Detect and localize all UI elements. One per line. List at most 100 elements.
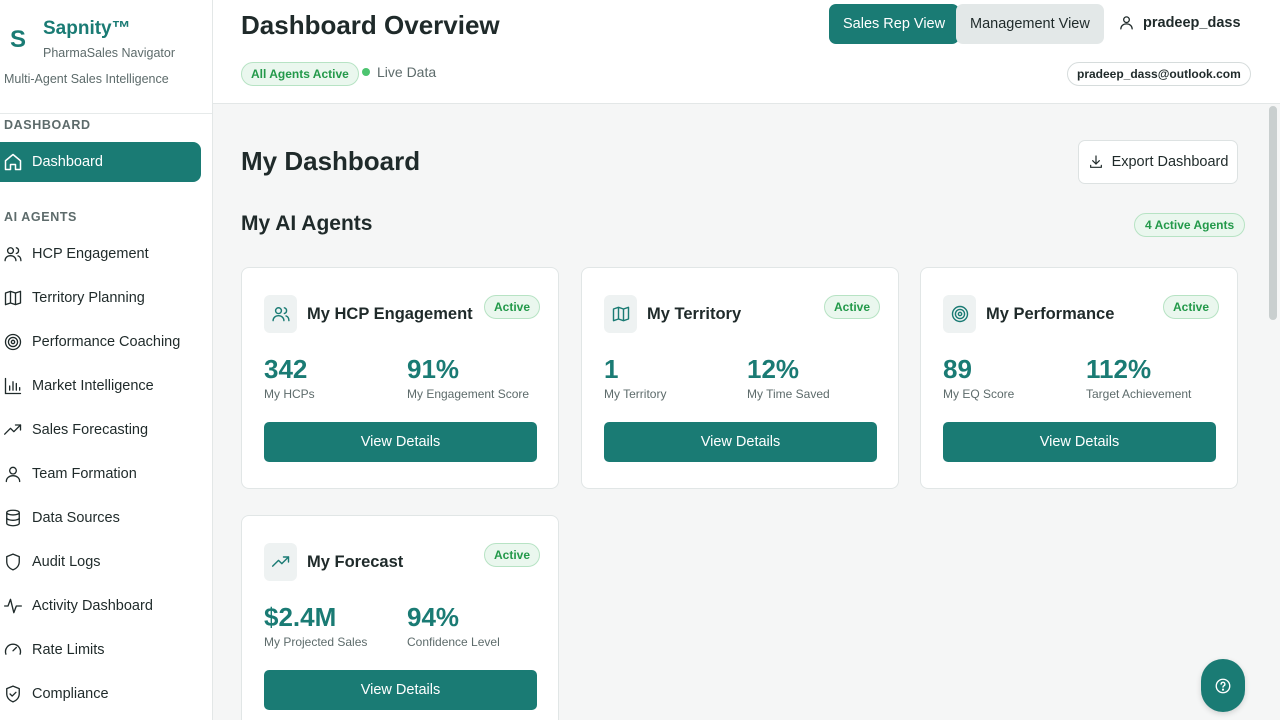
help-icon (1215, 678, 1231, 693)
view-details-button[interactable]: View Details (264, 422, 537, 462)
status-badge: Active (484, 295, 541, 319)
metric-label: My EQ Score (943, 387, 1015, 401)
metric-projected-sales: $2.4M My Projected Sales (264, 602, 367, 649)
metric-label: My Territory (604, 387, 667, 401)
sidebar-item-label: Market Intelligence (32, 378, 154, 394)
export-dashboard-button[interactable]: Export Dashboard (1078, 140, 1238, 184)
metric-label: Target Achievement (1086, 387, 1192, 401)
map-icon (3, 288, 23, 308)
brand-name: Sapnity™ (43, 18, 131, 39)
page-title: Dashboard Overview (241, 10, 500, 40)
sidebar-item-label: Sales Forecasting (32, 422, 149, 438)
sidebar-item-sales-forecasting[interactable]: Sales Forecasting (0, 410, 201, 450)
metric-target-achievement: 112% Target Achievement (1086, 354, 1191, 401)
sidebar-item-label: Compliance (32, 686, 109, 702)
user-menu[interactable]: pradeep_dass (1118, 14, 1241, 31)
status-badge: Active (1163, 295, 1220, 319)
sidebar-item-hcp-engagement[interactable]: HCP Engagement (0, 234, 201, 274)
download-icon (1089, 155, 1102, 168)
agent-card-territory: My Territory Active 1 My Territory 12% M… (581, 267, 899, 489)
agent-card-hcp-engagement: My HCP Engagement Active 342 My HCPs 91%… (241, 267, 559, 489)
sidebar-item-territory-planning[interactable]: Territory Planning (0, 278, 201, 318)
metric-time-saved: 12% My Time Saved (747, 354, 830, 401)
sidebar-item-label: Dashboard (32, 154, 103, 170)
metric-label: My Engagement Score (407, 387, 530, 401)
view-details-button[interactable]: View Details (943, 422, 1216, 462)
sidebar-item-market-intelligence[interactable]: Market Intelligence (0, 366, 201, 406)
card-title: My Forecast (307, 553, 404, 571)
sidebar-item-label: HCP Engagement (32, 246, 149, 262)
metric-confidence-level: 94% Confidence Level (407, 602, 500, 649)
help-button[interactable] (1201, 659, 1245, 712)
card-title: My HCP Engagement (307, 305, 473, 323)
ai-agents-title: My AI Agents (241, 212, 373, 235)
brand-logo: S (10, 26, 27, 53)
sidebar-item-team-formation[interactable]: Team Formation (0, 454, 201, 494)
trending-up-icon (264, 543, 297, 581)
sidebar-item-data-sources[interactable]: Data Sources (0, 498, 201, 538)
trending-up-icon (3, 420, 23, 440)
user-email-badge: pradeep_dass@outlook.com (1067, 62, 1251, 86)
section-label-ai-agents: AI AGENTS (4, 210, 77, 224)
shield-icon (3, 552, 23, 572)
dashboard-title: My Dashboard (241, 146, 421, 176)
metric-value: 112% (1086, 354, 1152, 384)
sales-rep-view-button[interactable]: Sales Rep View (829, 4, 960, 44)
metric-value: $2.4M (264, 602, 337, 632)
view-details-button[interactable]: View Details (264, 670, 537, 710)
status-badge: Active (484, 543, 541, 567)
sidebar: S Sapnity™ PharmaSales Navigator Multi-A… (0, 0, 213, 720)
sidebar-item-dashboard[interactable]: Dashboard (0, 142, 201, 182)
users-icon (3, 244, 23, 264)
sidebar-item-label: Audit Logs (32, 554, 101, 570)
metric-value: 94% (407, 602, 460, 632)
target-icon (3, 332, 23, 352)
brand-subtitle: PharmaSales Navigator (43, 46, 176, 60)
section-label-dashboard: DASHBOARD (4, 118, 91, 132)
brand-tagline: Multi-Agent Sales Intelligence (4, 72, 169, 86)
top-header: Dashboard Overview All Agents Active Liv… (213, 0, 1280, 104)
sidebar-item-label: Data Sources (32, 510, 120, 526)
metric-hcps: 342 My HCPs (264, 354, 315, 401)
sidebar-item-audit-logs[interactable]: Audit Logs (0, 542, 201, 582)
user-icon (3, 464, 23, 484)
sidebar-item-activity-dashboard[interactable]: Activity Dashboard (0, 586, 201, 626)
live-dot-icon (362, 68, 370, 76)
sidebar-item-label: Activity Dashboard (32, 598, 153, 614)
management-view-button[interactable]: Management View (956, 4, 1104, 44)
brand: S Sapnity™ PharmaSales Navigator Multi-A… (0, 0, 212, 114)
gauge-icon (3, 640, 23, 660)
metric-value: 342 (264, 354, 308, 384)
sidebar-item-label: Performance Coaching (32, 334, 181, 350)
live-data-label: Live Data (377, 64, 437, 80)
metric-engagement-score: 91% My Engagement Score (407, 354, 529, 401)
users-icon (264, 295, 297, 333)
agents-status-badge: All Agents Active (241, 62, 359, 86)
user-icon (1120, 16, 1133, 30)
metric-value: 91% (407, 354, 460, 384)
sidebar-item-rate-limits[interactable]: Rate Limits (0, 630, 201, 670)
metric-territory: 1 My Territory (604, 354, 666, 401)
metric-label: Confidence Level (407, 635, 500, 649)
status-badge: Active (824, 295, 881, 319)
metric-label: My HCPs (264, 387, 315, 401)
username: pradeep_dass (1143, 14, 1241, 31)
page-scrollbar[interactable] (1269, 106, 1277, 320)
bar-chart-icon (3, 376, 23, 396)
metric-value: 89 (943, 354, 972, 384)
agent-card-performance: My Performance Active 89 My EQ Score 112… (920, 267, 1238, 489)
database-icon (3, 508, 23, 528)
sidebar-item-performance-coaching[interactable]: Performance Coaching (0, 322, 201, 362)
metric-label: My Projected Sales (264, 635, 368, 649)
export-dashboard-label: Export Dashboard (1111, 154, 1229, 170)
activity-icon (3, 596, 23, 616)
view-details-button[interactable]: View Details (604, 422, 877, 462)
metric-value: 12% (747, 354, 800, 384)
sidebar-item-label: Territory Planning (32, 290, 145, 306)
metric-label: My Time Saved (747, 387, 830, 401)
sidebar-item-compliance[interactable]: Compliance (0, 674, 201, 714)
home-icon (3, 152, 23, 172)
target-icon (943, 295, 976, 333)
agent-card-forecast: My Forecast Active $2.4M My Projected Sa… (241, 515, 559, 720)
card-title: My Territory (647, 305, 742, 323)
